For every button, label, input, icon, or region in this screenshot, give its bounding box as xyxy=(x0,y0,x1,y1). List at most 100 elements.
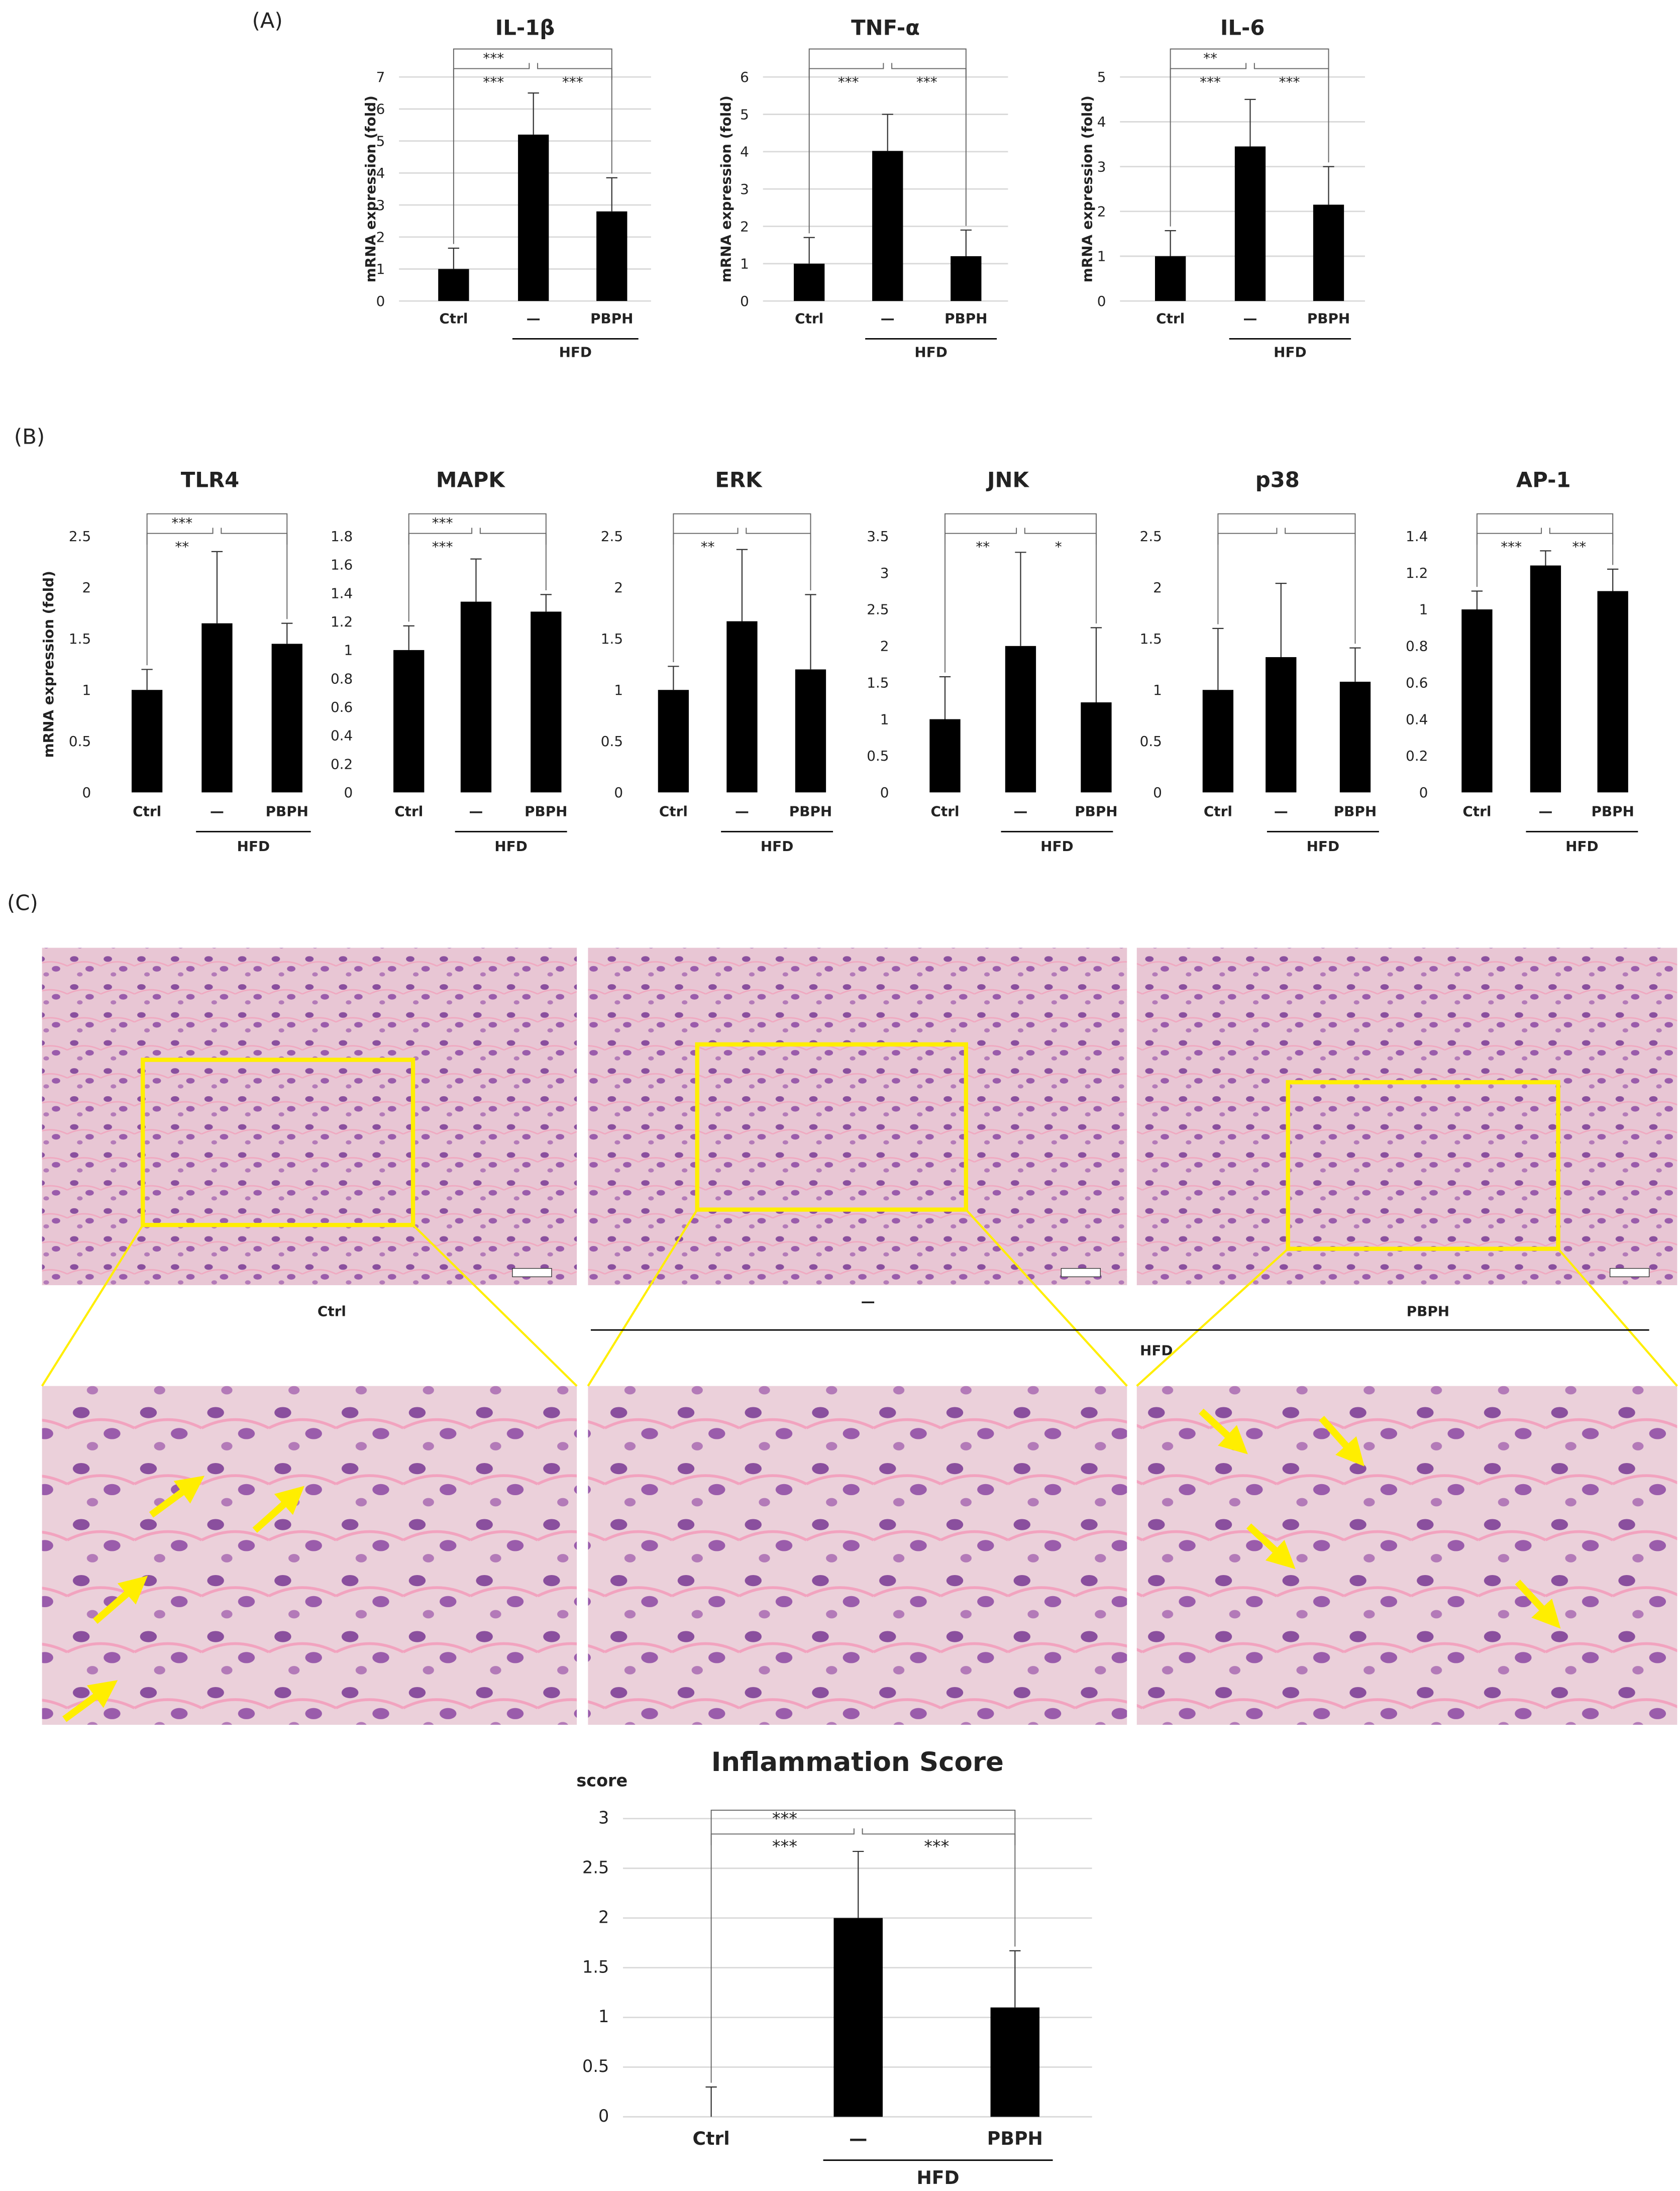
y-tick-label: 0.5 xyxy=(1140,733,1162,750)
y-tick-label: 2.5 xyxy=(582,1857,609,1877)
y-tick-label: 1.5 xyxy=(1140,631,1162,647)
error-bar xyxy=(448,247,460,269)
x-tick-label: PBPH xyxy=(590,310,633,327)
x-tick-label: Ctrl xyxy=(693,2128,730,2149)
error-bar xyxy=(805,594,816,670)
significance-label: ** xyxy=(701,539,715,555)
x-tick-label: — xyxy=(1014,803,1028,820)
y-tick-label: 0.5 xyxy=(582,2056,609,2076)
bar xyxy=(990,2007,1040,2117)
significance-bracket xyxy=(1170,63,1329,80)
y-tick-label: 1.4 xyxy=(1406,528,1428,545)
chart-title: TLR4 xyxy=(181,468,239,492)
y-tick-label: 6 xyxy=(376,101,385,118)
micrograph-zoom xyxy=(1136,1386,1677,1725)
y-tick-label: 4 xyxy=(1097,114,1106,130)
error-bar xyxy=(470,558,482,602)
error-bar xyxy=(1244,98,1256,147)
chart-title: JNK xyxy=(986,468,1030,492)
bar xyxy=(1597,591,1628,793)
chart-title: ERK xyxy=(715,468,763,492)
chart-title: IL-1β xyxy=(495,16,555,40)
x-tick-label: Ctrl xyxy=(1204,803,1232,820)
group-label: HFD xyxy=(1040,838,1073,855)
micrograph xyxy=(42,948,577,1286)
y-tick-label: 2.5 xyxy=(69,528,91,545)
micrograph xyxy=(1136,948,1677,1286)
group-label: HFD xyxy=(1307,838,1339,855)
y-tick-label: 2 xyxy=(376,229,385,245)
y-tick-label: 3 xyxy=(598,1808,609,1828)
y-tick-label: 4 xyxy=(740,144,749,160)
error-bar xyxy=(211,551,223,623)
bar xyxy=(1005,646,1036,793)
chart-title: TNF-α xyxy=(851,16,920,40)
y-tick-label: 3 xyxy=(880,565,889,581)
bar xyxy=(1530,565,1561,793)
significance-label: *** xyxy=(432,539,453,555)
group-label: HFD xyxy=(914,344,947,361)
error-bar xyxy=(1607,568,1619,591)
significance-bracket xyxy=(1217,528,1356,545)
y-tick-label: 0.8 xyxy=(331,670,353,687)
x-tick-label: PBPH xyxy=(1591,803,1634,820)
histology-label: — xyxy=(861,1293,875,1310)
panel-label: (C) xyxy=(7,890,38,915)
significance-bracket xyxy=(808,48,967,234)
x-tick-label: PBPH xyxy=(1334,803,1377,820)
y-tick-label: 2.5 xyxy=(1140,528,1162,545)
y-tick-label: 0.4 xyxy=(331,727,353,744)
significance-bracket xyxy=(1217,513,1356,644)
x-tick-label: PBPH xyxy=(1075,803,1117,820)
significance-bracket xyxy=(146,513,288,666)
y-tick-label: 1 xyxy=(376,261,385,277)
x-tick-label: Ctrl xyxy=(930,803,959,820)
x-tick-label: Ctrl xyxy=(394,803,423,820)
y-tick-label: 2 xyxy=(614,579,623,596)
significance-bracket xyxy=(808,63,967,80)
y-tick-label: 6 xyxy=(740,69,749,85)
bar xyxy=(1339,681,1371,793)
error-bar xyxy=(960,229,972,256)
significance-label: ** xyxy=(976,539,990,555)
y-tick-label: 1.2 xyxy=(1406,565,1428,581)
error-bar xyxy=(705,2086,717,2117)
x-tick-label: Ctrl xyxy=(439,310,468,327)
scale-bars xyxy=(512,1268,1650,1278)
histology-label: Ctrl xyxy=(318,1303,346,1319)
x-tick-label: — xyxy=(1539,803,1553,820)
y-tick-label: 0.2 xyxy=(331,756,353,772)
significance-label: *** xyxy=(924,1837,949,1856)
bar xyxy=(1202,690,1234,793)
y-tick-label: 0.6 xyxy=(331,699,353,715)
x-tick-label: — xyxy=(210,803,224,820)
error-bar xyxy=(1212,628,1224,690)
significance-bracket xyxy=(453,63,612,80)
x-tick-label: — xyxy=(849,2128,867,2149)
significance-bracket xyxy=(673,513,811,662)
y-tick-label: 5 xyxy=(1097,69,1106,85)
significance-label: *** xyxy=(1200,74,1221,90)
x-tick-label: — xyxy=(735,803,749,820)
y-tick-label: 7 xyxy=(376,69,385,85)
y-tick-label: 1 xyxy=(344,642,353,659)
significance-label: * xyxy=(1055,539,1062,555)
x-tick-label: Ctrl xyxy=(1462,803,1491,820)
group-label: HFD xyxy=(916,2167,959,2188)
bar xyxy=(1461,609,1493,793)
y-tick-label: 2.5 xyxy=(867,601,889,618)
x-tick-label: PBPH xyxy=(266,803,308,820)
bar xyxy=(929,719,961,793)
x-tick-label: Ctrl xyxy=(659,803,688,820)
y-tick-label: 1 xyxy=(1097,248,1106,265)
bar xyxy=(1154,256,1186,301)
group-label: HFD xyxy=(1565,838,1598,855)
bar xyxy=(518,134,549,301)
significance-label: *** xyxy=(483,50,504,66)
group-label: HFD xyxy=(494,838,527,855)
bar xyxy=(531,611,562,793)
error-bar xyxy=(1015,552,1026,646)
roi-boxes xyxy=(141,1042,1560,1251)
micrograph-zoom xyxy=(42,1386,577,1725)
